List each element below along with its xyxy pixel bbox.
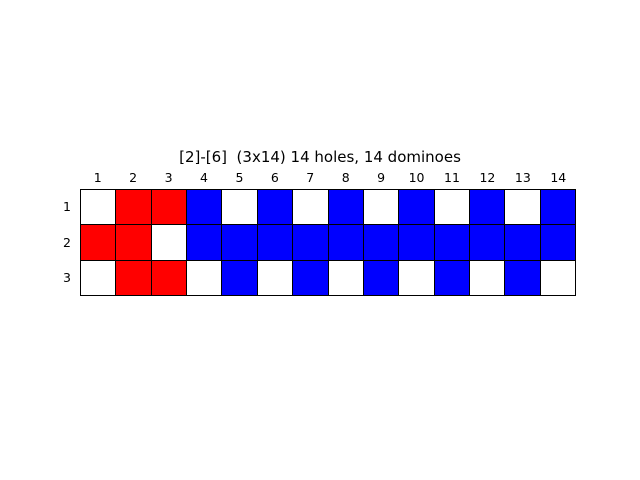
board-cell-blue	[328, 225, 364, 261]
board-cell-empty	[328, 260, 364, 296]
board-cell-empty	[257, 260, 294, 296]
board-cell-blue	[434, 225, 470, 261]
board-cell-blue	[505, 260, 541, 296]
board-cell-blue	[469, 225, 506, 261]
board-cell-blue	[363, 225, 400, 261]
board-cell-blue	[399, 190, 435, 226]
board-cell-empty	[222, 190, 258, 226]
domino-board	[80, 189, 576, 296]
column-label: 12	[479, 170, 496, 185]
row-label: 2	[63, 234, 71, 250]
board-title: [2]-[6] (3x14) 14 holes, 14 dominoes	[179, 148, 461, 166]
board-cell-empty	[293, 190, 329, 226]
board-cell-empty	[187, 260, 223, 296]
column-label: 3	[164, 170, 173, 185]
board-cell-blue	[363, 260, 400, 296]
board-cell-empty	[81, 190, 117, 226]
board-cell-blue	[187, 190, 223, 226]
board-cell-empty	[540, 260, 576, 296]
board-cell-empty	[81, 260, 117, 296]
column-label: 5	[235, 170, 244, 185]
board-cell-blue	[293, 260, 329, 296]
row-labels: 1 2 3	[58, 189, 78, 296]
column-label: 1	[93, 170, 102, 185]
board-cell-blue	[434, 260, 470, 296]
board-cell-red	[116, 225, 152, 261]
column-label: 13	[514, 170, 531, 185]
board-cell-empty	[399, 260, 435, 296]
column-label: 14	[550, 170, 567, 185]
board-cell-red	[116, 190, 152, 226]
board-cell-red	[151, 260, 188, 296]
row-label: 1	[63, 198, 71, 214]
board-cell-blue	[293, 225, 329, 261]
board-cell-empty	[469, 260, 506, 296]
board-cell-blue	[505, 225, 541, 261]
board-cell-empty	[505, 190, 541, 226]
row-label: 3	[63, 270, 71, 286]
board-cell-blue	[328, 190, 364, 226]
column-label: 11	[444, 170, 460, 185]
board-cell-red	[81, 225, 117, 261]
column-labels: 1 2 3 4 5 6 7 8 9 10 11 12 13 14	[80, 169, 576, 186]
column-label: 10	[408, 170, 425, 185]
board-cell-blue	[399, 225, 435, 261]
board-cell-empty	[434, 190, 470, 226]
board-cell-blue	[469, 190, 506, 226]
column-label: 8	[341, 170, 350, 185]
board-cell-blue	[257, 190, 294, 226]
board-cell-empty	[363, 190, 400, 226]
board-cell-blue	[187, 225, 223, 261]
column-label: 9	[377, 170, 386, 185]
board-cell-blue	[222, 260, 258, 296]
column-label: 6	[270, 170, 279, 185]
board-cell-blue	[257, 225, 294, 261]
column-label: 2	[129, 170, 138, 185]
board-cell-blue	[540, 225, 576, 261]
board-cell-blue	[540, 190, 576, 226]
column-label: 4	[200, 170, 208, 185]
board-cell-empty	[151, 225, 188, 261]
board-cell-blue	[222, 225, 258, 261]
column-label: 7	[306, 170, 315, 185]
board-cell-red	[116, 260, 152, 296]
board-cell-red	[151, 190, 188, 226]
